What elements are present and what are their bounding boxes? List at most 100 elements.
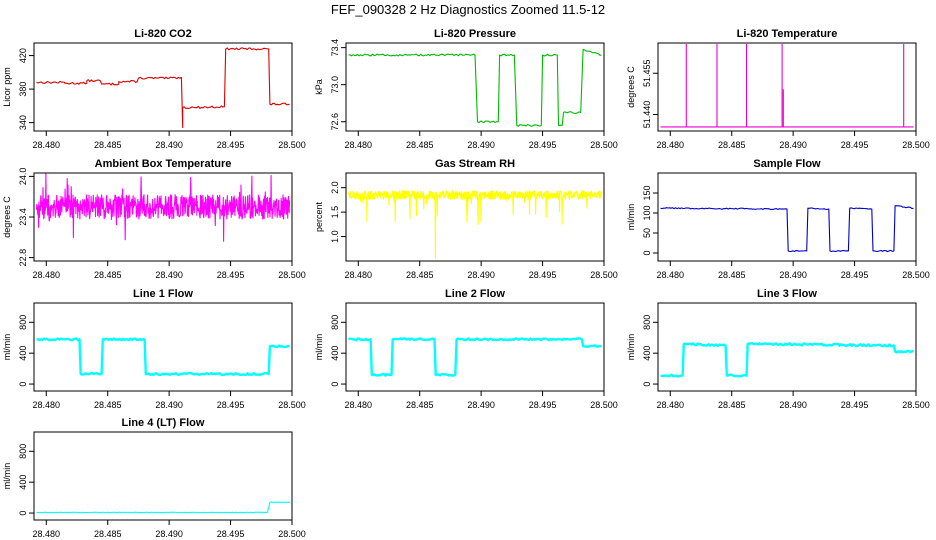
x-tick-label: 28.500 — [590, 270, 618, 280]
chart-title: Li-820 Pressure — [434, 28, 516, 40]
chart-title: Line 2 Flow — [445, 288, 505, 300]
y-tick-label: 100 — [642, 205, 652, 220]
y-tick-label: 150 — [642, 185, 652, 200]
series-line-line4 — [36, 501, 290, 514]
y-tick-label: 800 — [18, 444, 28, 459]
series-line-pressure — [348, 48, 602, 127]
x-tick-label: 28.480 — [345, 140, 373, 150]
x-tick-label: 28.490 — [467, 400, 495, 410]
x-tick-label: 28.485 — [94, 140, 122, 150]
y-tick-label: 800 — [18, 315, 28, 330]
y-tick-label: 800 — [330, 315, 340, 330]
x-tick-label: 28.500 — [278, 270, 306, 280]
plot-frame — [345, 302, 605, 392]
plot-frame — [33, 42, 293, 132]
y-tick-label: 380 — [18, 82, 28, 97]
panel-sample: Sample Flow ml/min 28.480 28.485 28.490 28.49… — [626, 158, 930, 280]
x-tick-label: 28.495 — [217, 140, 245, 150]
x-tick-label: 28.490 — [467, 140, 495, 150]
y-tick-label: 420 — [18, 48, 28, 63]
x-tick-label: 28.480 — [657, 270, 685, 280]
chart-title: Li-820 CO2 — [134, 28, 191, 40]
x-tick-label: 28.495 — [529, 140, 557, 150]
x-tick-label: 28.480 — [33, 270, 61, 280]
x-tick-label: 28.500 — [590, 140, 618, 150]
x-tick-label: 28.495 — [217, 270, 245, 280]
x-tick-label: 28.490 — [155, 529, 183, 539]
plot-frame — [657, 42, 917, 132]
plot-frame — [345, 172, 605, 262]
y-axis-label: ml/min — [314, 334, 324, 361]
y-tick-label: 0 — [18, 382, 28, 387]
y-tick-label: 800 — [642, 315, 652, 330]
x-tick-label: 28.500 — [590, 400, 618, 410]
series-line-sample — [660, 205, 914, 253]
y-axis-label: percent — [314, 201, 324, 232]
plot-frame — [33, 302, 293, 392]
y-tick-label: 2.0 — [330, 181, 340, 194]
x-tick-label: 28.485 — [718, 400, 746, 410]
y-tick-label: 0 — [330, 382, 340, 387]
x-tick-label: 28.490 — [779, 400, 807, 410]
x-tick-label: 28.480 — [33, 400, 61, 410]
y-tick-label: 0 — [18, 511, 28, 516]
chart-title: Ambient Box Temperature — [95, 158, 232, 170]
x-tick-label: 28.480 — [657, 140, 685, 150]
y-tick-label: 400 — [330, 346, 340, 361]
x-tick-label: 28.485 — [406, 140, 434, 150]
x-tick-label: 28.500 — [902, 140, 930, 150]
y-tick-label: 73.0 — [330, 76, 340, 94]
x-tick-label: 28.480 — [33, 140, 61, 150]
x-tick-label: 28.485 — [94, 529, 122, 539]
y-axis-label: ml/min — [2, 334, 12, 361]
y-axis-label: ml/min — [2, 463, 12, 490]
y-axis-label: ml/min — [626, 204, 636, 231]
x-tick-label: 28.480 — [345, 400, 373, 410]
panel-co2: Li-820 CO2 Licor ppm 28.480 28.485 28.490 28.… — [2, 28, 306, 150]
x-tick-label: 28.485 — [94, 270, 122, 280]
x-tick-label: 28.495 — [217, 400, 245, 410]
x-tick-label: 28.490 — [155, 140, 183, 150]
x-tick-label: 28.495 — [529, 270, 557, 280]
y-tick-label: 400 — [642, 346, 652, 361]
x-tick-label: 28.480 — [33, 529, 61, 539]
y-tick-label: 1.5 — [330, 206, 340, 219]
y-tick-label: 1.0 — [330, 230, 340, 243]
panel-line3: Line 3 Flow ml/min 28.480 28.485 28.490 28.49… — [626, 288, 930, 410]
y-tick-label: 340 — [18, 115, 28, 130]
series-line-co2 — [36, 47, 290, 129]
y-tick-label: 22.8 — [18, 249, 28, 267]
y-tick-label: 51.440 — [642, 101, 652, 129]
chart-title: Li-820 Temperature — [737, 28, 838, 40]
panel-pressure: Li-820 Pressure kPa 28.480 28.485 28.490 28.4… — [314, 28, 618, 150]
y-tick-label: 400 — [18, 346, 28, 361]
x-tick-label: 28.500 — [278, 140, 306, 150]
panel-line4: Line 4 (LT) Flow ml/min 28.480 28.485 28.490… — [2, 417, 306, 539]
series-line-line2 — [347, 337, 602, 377]
chart-title: Line 3 Flow — [757, 288, 817, 300]
x-tick-label: 28.490 — [779, 140, 807, 150]
x-tick-label: 28.490 — [779, 270, 807, 280]
plot-frame — [33, 431, 293, 521]
x-tick-label: 28.495 — [841, 270, 869, 280]
x-tick-label: 28.495 — [841, 400, 869, 410]
y-tick-label: 400 — [18, 475, 28, 490]
x-tick-label: 28.500 — [278, 529, 306, 539]
chart-title: Sample Flow — [753, 158, 821, 170]
chart-title: Gas Stream RH — [435, 158, 515, 170]
y-tick-label: 24.0 — [18, 168, 28, 186]
plot-frame — [345, 42, 605, 132]
x-tick-label: 28.490 — [467, 270, 495, 280]
chart-title: Line 1 Flow — [133, 288, 193, 300]
y-tick-label: 51.455 — [642, 59, 652, 87]
x-tick-label: 28.490 — [155, 400, 183, 410]
panel-temperature: Li-820 Temperature degrees C 28.480 28.485 2… — [626, 28, 930, 150]
series-line-rh — [347, 190, 603, 260]
x-tick-label: 28.490 — [155, 270, 183, 280]
y-tick-label: 23.4 — [18, 208, 28, 226]
y-axis-label: degrees C — [626, 66, 636, 108]
y-tick-label: 0 — [642, 250, 652, 255]
chart-title: Line 4 (LT) Flow — [122, 417, 205, 429]
series-line-line3 — [660, 342, 914, 378]
x-tick-label: 28.495 — [529, 400, 557, 410]
